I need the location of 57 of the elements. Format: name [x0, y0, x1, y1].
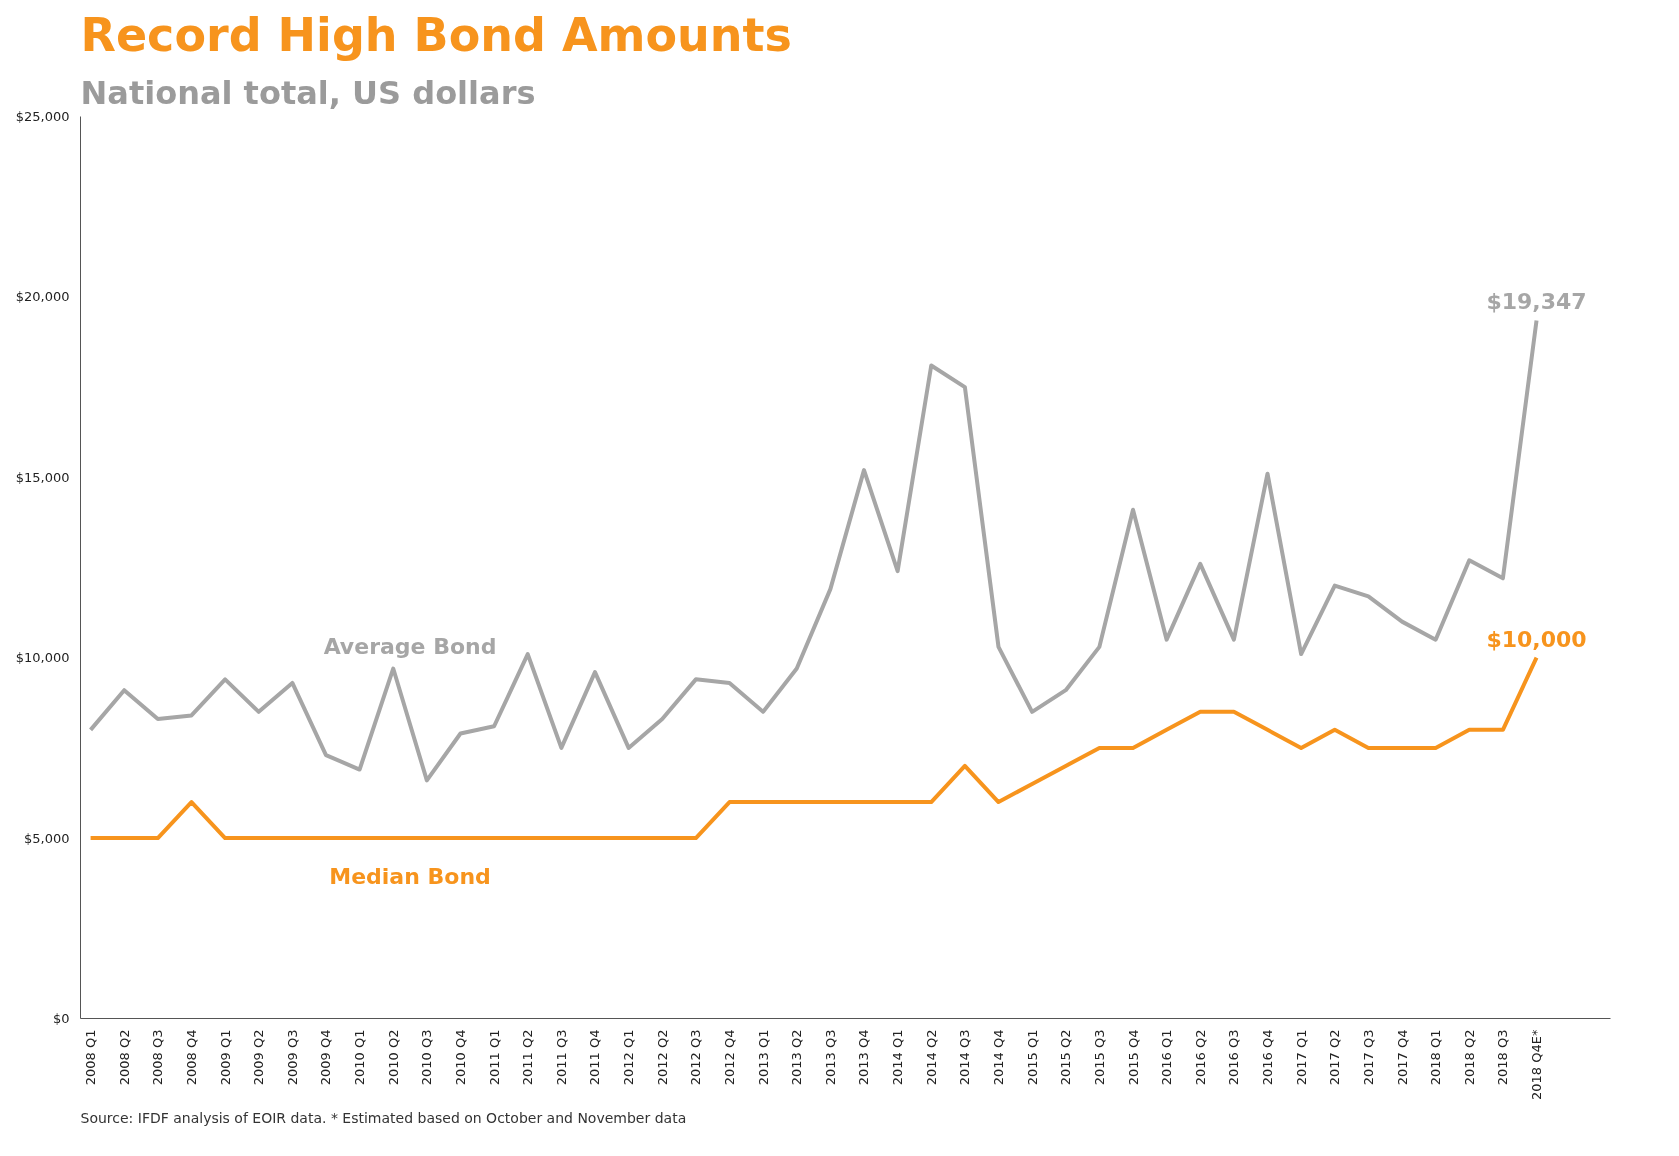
x-tick-label: 2012 Q1 [621, 1029, 637, 1086]
x-tick-label: 2012 Q4 [721, 1029, 737, 1086]
x-tick-label: 2016 Q2 [1192, 1029, 1208, 1086]
x-tick-label: 2008 Q2 [116, 1029, 132, 1086]
source-note: Source: IFDF analysis of EOIR data. * Estimated based on October and November data [80, 1109, 687, 1126]
x-tick-label: 2014 Q4 [991, 1029, 1006, 1086]
x-tick-label: 2011 Q1 [486, 1029, 502, 1086]
x-tick-label: 2010 Q4 [452, 1029, 468, 1086]
x-tick-label: 2015 Q3 [1091, 1029, 1107, 1086]
x-tick-label: 2011 Q2 [520, 1029, 536, 1086]
series-label: Median Bond [329, 863, 491, 889]
x-tick-label: 2017 Q3 [1360, 1029, 1376, 1086]
y-tick-label: $5,000 [24, 830, 70, 846]
chart-subtitle: National total, US dollars [80, 73, 536, 112]
x-tick-label: 2014 Q2 [923, 1029, 939, 1086]
x-tick-label: 2009 Q2 [251, 1029, 267, 1086]
x-tick-label: 2010 Q3 [419, 1029, 435, 1086]
y-tick-label: $25,000 [15, 109, 70, 124]
x-tick-label: 2009 Q4 [318, 1029, 334, 1086]
x-tick-label: 2014 Q3 [957, 1029, 973, 1086]
y-tick-label: $10,000 [15, 650, 70, 666]
x-tick-label: 2012 Q2 [654, 1029, 670, 1086]
x-tick-label: 2008 Q1 [83, 1029, 99, 1086]
x-tick-label: 2013 Q2 [789, 1029, 805, 1086]
x-tick-label: 2018 Q3 [1495, 1029, 1511, 1086]
chart-title: Record High Bond Amounts [80, 7, 792, 62]
x-tick-label: 2014 Q1 [890, 1029, 906, 1086]
y-tick-label: $0 [52, 1011, 70, 1026]
x-tick-label: 2017 Q1 [1293, 1029, 1309, 1086]
data-label: $10,000 [1486, 626, 1587, 652]
x-tick-label: 2016 Q3 [1226, 1029, 1242, 1086]
x-tick-label: 2013 Q4 [856, 1029, 872, 1086]
x-tick-label: 2018 Q2 [1461, 1029, 1477, 1086]
x-tick-label: 2018 Q4E* [1529, 1029, 1545, 1100]
x-tick-label: 2015 Q2 [1058, 1029, 1074, 1086]
x-tick-label: 2011 Q4 [587, 1029, 603, 1086]
y-tick-label: $15,000 [15, 469, 70, 485]
x-tick-label: 2013 Q3 [822, 1029, 838, 1086]
x-tick-label: 2018 Q1 [1428, 1029, 1444, 1086]
x-tick-label: 2010 Q2 [385, 1029, 401, 1086]
data-label: $19,347 [1486, 289, 1587, 315]
x-tick-label: 2017 Q2 [1327, 1029, 1343, 1086]
x-tick-label: 2012 Q3 [688, 1029, 704, 1086]
x-tick-label: 2010 Q1 [352, 1029, 368, 1086]
x-tick-label: 2016 Q1 [1159, 1029, 1175, 1086]
x-tick-label: 2013 Q1 [755, 1029, 771, 1086]
x-tick-label: 2017 Q4 [1394, 1029, 1410, 1086]
x-tick-label: 2008 Q3 [150, 1029, 166, 1086]
x-tick-label: 2015 Q4 [1125, 1029, 1141, 1086]
series-label: Average Bond [323, 634, 497, 660]
y-tick-label: $20,000 [15, 289, 70, 305]
x-tick-label: 2011 Q3 [553, 1029, 569, 1086]
x-tick-label: 2016 Q4 [1260, 1029, 1276, 1086]
x-tick-label: 2009 Q3 [284, 1029, 300, 1086]
x-tick-label: 2009 Q1 [217, 1029, 233, 1086]
x-tick-label: 2015 Q1 [1024, 1029, 1040, 1086]
x-tick-label: 2008 Q4 [183, 1029, 199, 1086]
